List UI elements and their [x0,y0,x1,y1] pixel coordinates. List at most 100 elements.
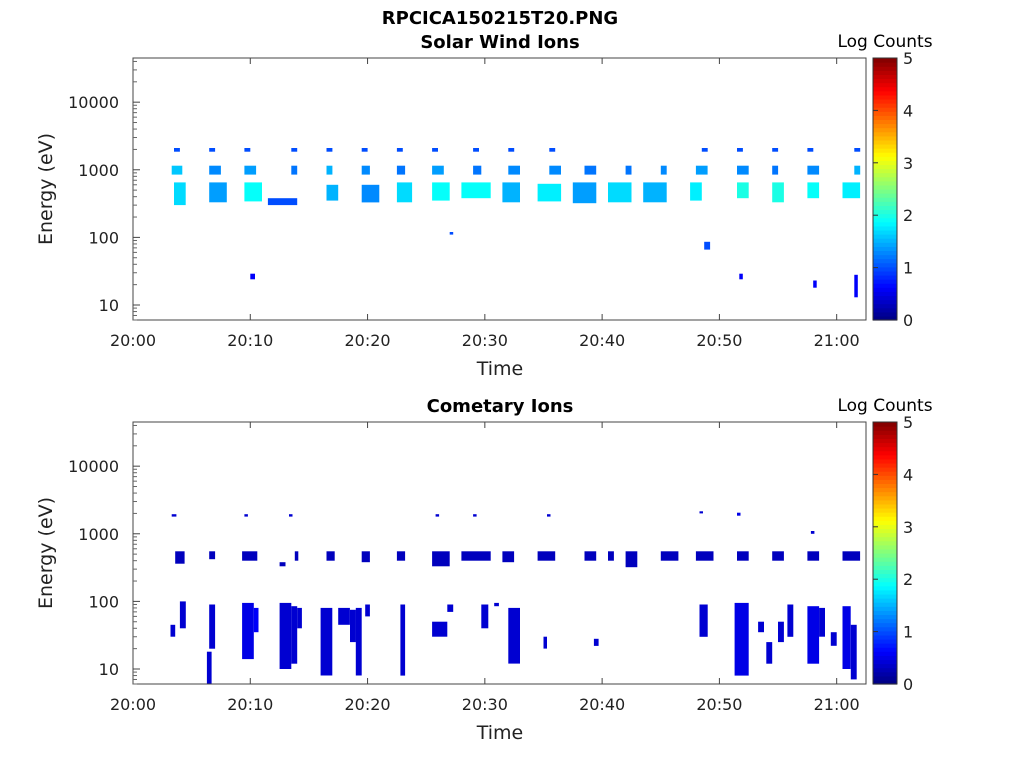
colorbar-segment [873,438,897,444]
y-tick-label: 1000 [78,161,119,180]
colorbar-tick-label: 2 [903,570,913,589]
colorbar-segment [873,94,897,100]
x-tick-label: 20:00 [110,695,156,714]
spectrogram-cell [854,148,861,152]
spectrogram-cell [338,607,350,625]
spectrogram-cell [502,551,515,563]
spectrogram-cell [502,182,520,203]
spectrogram-cell [850,624,857,680]
spectrogram-cell [174,148,180,152]
colorbar-tick-label: 0 [903,311,913,330]
colorbar-frame [872,57,898,321]
colorbar-segment [873,148,897,153]
x-tick-label: 20:20 [345,695,391,714]
x-tick-label: 20:30 [462,331,508,350]
colorbar-segment [873,315,897,321]
colorbar-segment [873,270,897,276]
colorbar-segment [873,524,897,530]
spectrogram-cell [320,607,333,676]
colorbar-segment [873,82,897,88]
spectrogram-cell [449,232,454,235]
spectrogram-cell [209,165,221,175]
spectrogram-cell [400,604,406,676]
colorbar-segment [873,201,897,206]
spectrogram-cell [361,148,368,152]
colorbar-segment [873,573,897,579]
colorbar-segment [873,475,897,480]
panel-title: Solar Wind Ions [420,32,579,53]
spectrogram-cell [326,551,335,561]
colorbar-segment [873,663,897,669]
spectrogram-cell [699,511,703,514]
spectrogram-cell [508,165,520,175]
y-tick-label: 10000 [68,93,119,112]
y-axis-ticks: 10 100 1000 10000 [68,424,140,685]
spectrogram-cell [537,551,556,561]
spectrogram-cell [396,182,413,203]
colorbar-segment [873,532,897,538]
spectrogram-cell [209,551,216,560]
spectrogram-cell [701,148,708,152]
colorbar: 0 1 2 3 4 5 [872,49,913,330]
spectrogram-cell [772,165,779,175]
colorbar-segment [873,647,897,652]
spectrogram-cell [772,148,779,152]
colorbar-segment [873,602,897,607]
colorbar-segment [873,234,897,239]
colorbar-segment [873,507,897,513]
colorbar-tick-label: 1 [903,623,913,642]
colorbar-segment [873,548,897,554]
spectrogram-cell [244,514,248,517]
colorbar-segment [873,152,897,157]
spectrogram-cell [807,606,820,664]
colorbar-segment [873,135,897,141]
colorbar-segment [873,295,897,301]
colorbar-segment [873,266,897,272]
figure-title: RPCICA150215T20.PNG [382,8,618,29]
colorbar-segment [873,593,897,599]
spectrogram-cell [244,148,251,152]
spectrogram-cell [435,514,440,517]
colorbar-segment [873,168,897,174]
spectrogram-cell [244,182,262,202]
x-tick-label: 20:10 [227,695,273,714]
colorbar-segment [873,58,897,63]
spectrogram-cell [660,165,667,175]
spectrogram-cell [432,621,448,637]
colorbar-segment [873,557,897,562]
cometary-ions-panel: Cometary Ions 20:00 20:10 20:20 20:30 20:40 2… [35,396,933,744]
x-axis-label: Time [476,722,524,744]
spectrogram-cell [291,148,298,152]
colorbar-segment [873,565,897,570]
spectrogram-cell [842,606,851,669]
spectrogram-cell [643,182,667,203]
spectrogram-cell [473,514,477,517]
colorbar-segment [873,512,897,517]
colorbar-segment [873,659,897,665]
colorbar-segment [873,172,897,178]
spectrogram-cell [209,148,216,152]
colorbar-segment [873,454,897,460]
colorbar-segment [873,446,897,452]
spectrogram-cell [279,562,286,567]
colorbar-segment [873,643,897,648]
spectrogram-cell [175,551,185,564]
spectrogram-cell [758,621,764,633]
colorbar-segment [873,250,897,256]
spectrogram-cell [432,148,438,152]
colorbar-segment [873,581,897,587]
colorbar-segment [873,528,897,534]
spectrogram-cell [473,148,479,152]
spectrogram-cell [584,165,597,175]
colorbar-segment [873,671,897,677]
colorbar-segment [873,291,897,297]
spectrogram-cell [766,642,773,664]
spectrogram-cell [807,182,820,199]
colorbar-segment [873,430,897,435]
spectrogram-cell [250,273,255,280]
spectrogram-cell [289,514,293,517]
y-tick-label: 10 [99,296,119,315]
colorbar-segment [873,458,897,464]
colorbar-segment [873,70,897,75]
spectrogram-cell [608,182,632,203]
